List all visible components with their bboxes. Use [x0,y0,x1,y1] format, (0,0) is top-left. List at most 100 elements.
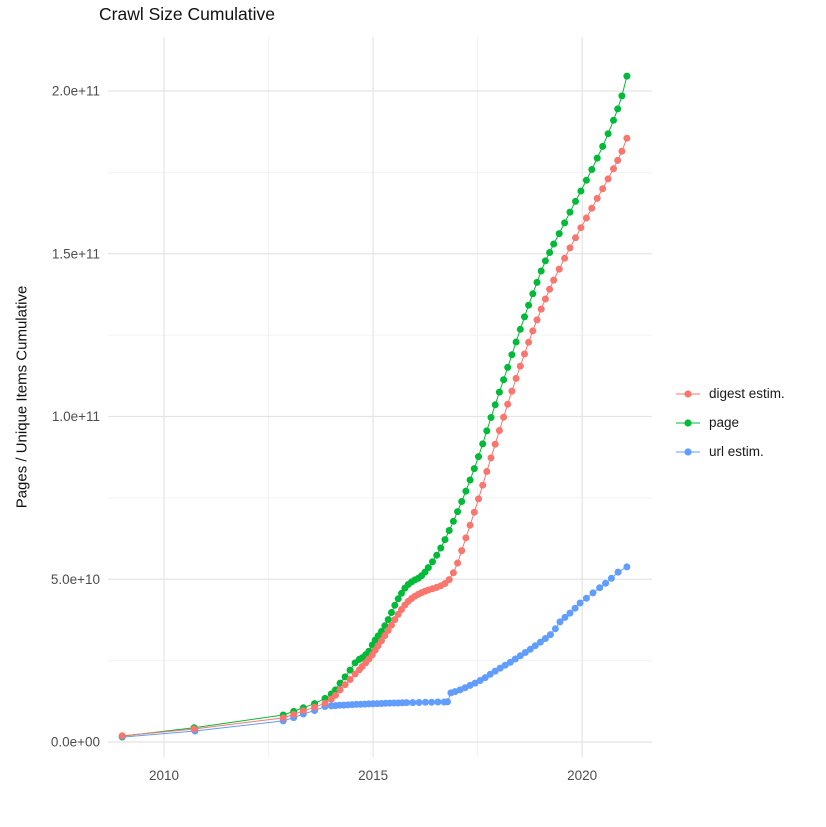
data-point-url-estim- [526,645,534,653]
data-point-digest-estim- [479,481,487,489]
data-point-page [321,694,329,702]
data-point-digest-estim- [381,632,389,640]
data-point-page [599,142,607,150]
data-point-digest-estim- [516,362,524,370]
data-point-digest-estim- [555,265,563,273]
data-point-page [525,301,533,309]
data-point-url-estim- [421,698,429,706]
data-point-page [466,476,474,484]
data-point-digest-estim- [336,686,344,694]
data-point-digest-estim- [561,254,569,262]
data-point-digest-estim- [190,725,198,733]
data-point-page [475,453,482,461]
y-tick-label: 0.0e+00 [51,735,100,750]
data-point-url-estim- [582,594,590,602]
data-point-digest-estim- [391,616,399,624]
data-point-digest-estim- [374,642,382,650]
data-point-digest-estim- [529,327,537,335]
data-point-url-estim- [596,584,604,592]
data-point-page [470,465,478,473]
data-point-url-estim- [589,589,597,597]
data-point-page [458,498,466,505]
data-point-digest-estim- [487,454,495,462]
data-point-page [491,401,499,409]
data-point-page [346,666,354,674]
data-point-page [449,517,457,525]
y-axis-title: Pages / Unique Items Cumulative [13,285,31,509]
data-point-page [437,544,445,552]
data-point-page [566,208,574,216]
data-point-digest-estim- [388,621,395,629]
data-point-url-estim- [409,699,417,707]
data-point-digest-estim- [614,156,622,164]
data-point-digest-estim- [454,559,462,567]
data-point-page [588,166,596,173]
data-point-page [462,487,470,495]
data-point-page [516,325,524,333]
data-point-digest-estim- [618,147,626,155]
data-point-digest-estim- [470,508,478,516]
data-point-page [394,595,402,603]
data-point-digest-estim- [458,547,466,555]
data-point-page [487,414,495,421]
data-point-page [424,564,432,572]
data-point-digest-estim- [311,703,319,711]
legend-key-url-estim-icon [676,447,700,456]
data-point-url-estim- [444,698,451,706]
data-point-digest-estim- [512,374,520,382]
data-point-digest-estim- [610,165,617,173]
data-point-digest-estim- [588,204,596,212]
data-point-digest-estim- [566,244,574,252]
data-point-url-estim- [511,655,519,663]
data-point-digest-estim- [466,521,474,529]
y-tick-label: 1.0e+11 [52,409,100,424]
legend-key-page-icon [676,418,700,427]
data-point-url-estim- [556,618,564,626]
data-point-digest-estim- [491,440,499,448]
data-point-digest-estim- [279,714,287,722]
data-point-digest-estim- [508,387,516,395]
data-point-url-estim- [561,613,569,621]
data-point-page [521,313,528,321]
data-point-url-estim- [623,563,631,571]
data-point-page [614,105,622,113]
data-point-digest-estim- [483,468,491,475]
data-point-digest-estim- [384,626,392,634]
data-point-page [483,427,491,435]
data-point-url-estim- [531,642,539,650]
legend-label-digest-estim: digest estim. [709,386,785,401]
data-point-digest-estim- [321,699,329,707]
data-point-page [512,338,520,346]
data-point-url-estim- [614,568,622,576]
data-point-digest-estim- [533,316,541,324]
data-point-page [529,290,537,298]
data-point-page [577,187,585,195]
data-point-page [504,363,512,371]
data-point-digest-estim- [521,350,528,358]
legend-label-url-estim: url estim. [709,444,764,459]
data-point-page [561,219,569,227]
data-point-page [572,197,579,205]
data-point-page [391,601,399,609]
data-point-digest-estim- [290,710,298,718]
data-point-page [454,508,462,516]
data-point-url-estim- [602,579,610,587]
data-point-page [582,176,590,184]
data-point-digest-estim- [394,610,402,618]
data-point-url-estim- [607,574,615,582]
data-point-url-estim- [541,635,549,642]
data-point-url-estim- [428,698,436,706]
data-point-digest-estim- [550,276,558,284]
data-point-page [500,376,508,384]
data-point-url-estim- [566,609,574,617]
data-point-url-estim- [403,699,411,707]
data-point-page [429,558,436,566]
data-point-digest-estim- [378,637,385,645]
data-point-digest-estim- [445,576,453,584]
data-point-digest-estim- [495,427,503,434]
data-point-url-estim- [536,638,544,646]
data-point-url-estim- [486,670,494,678]
data-point-page [593,154,601,162]
data-point-url-estim- [576,599,584,607]
